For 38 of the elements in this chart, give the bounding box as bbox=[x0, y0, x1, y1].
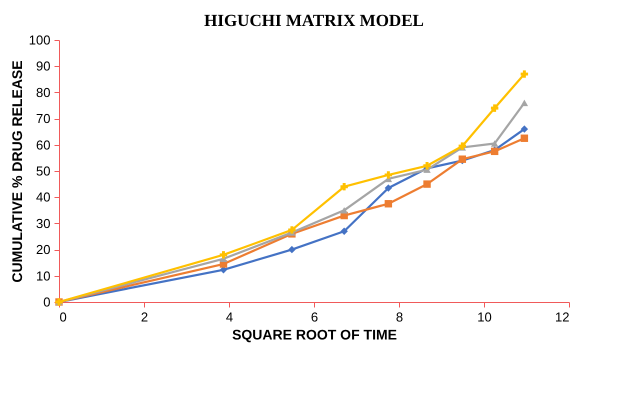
point bbox=[340, 207, 348, 214]
point bbox=[520, 100, 528, 106]
point bbox=[288, 246, 296, 254]
point bbox=[520, 134, 528, 142]
y-tick-label: 70 bbox=[36, 111, 50, 126]
x-tick-label: 2 bbox=[140, 310, 148, 324]
point bbox=[340, 228, 348, 235]
y-tick-label: 10 bbox=[36, 268, 50, 284]
point bbox=[520, 125, 528, 133]
y-tick-label: 40 bbox=[36, 190, 50, 205]
x-tick-label: 6 bbox=[310, 310, 318, 324]
y-tick-label: 100 bbox=[28, 32, 50, 48]
point bbox=[384, 184, 392, 192]
point bbox=[423, 180, 431, 188]
x-tick-label: 4 bbox=[226, 310, 234, 324]
point bbox=[384, 200, 392, 208]
point bbox=[490, 104, 498, 112]
y-tick-label: 50 bbox=[36, 164, 50, 178]
point bbox=[384, 171, 392, 179]
y-tick-label: 20 bbox=[36, 242, 50, 258]
y-tick-label: 60 bbox=[36, 137, 50, 152]
x-tick-label: 8 bbox=[396, 310, 404, 324]
x-tick-label: 0 bbox=[60, 310, 67, 324]
y-axis-title: CUMULATIVE % DRUG RELEASE bbox=[8, 60, 25, 283]
x-tick-label: 10 bbox=[477, 310, 492, 324]
y-tick-label: 0 bbox=[43, 294, 50, 310]
y-tick-label: 30 bbox=[36, 216, 50, 231]
x-axis-title: SQUARE ROOT OF TIME bbox=[232, 326, 397, 342]
point bbox=[220, 251, 228, 259]
point bbox=[423, 162, 431, 170]
y-tick-label: 90 bbox=[36, 58, 50, 74]
point bbox=[340, 183, 348, 190]
y-tick-label: 80 bbox=[36, 84, 50, 100]
point bbox=[490, 140, 498, 147]
point bbox=[520, 70, 528, 78]
x-tick-label: 12 bbox=[555, 310, 570, 324]
point bbox=[288, 226, 296, 234]
chart-title: HIGUCHI MATRIX MODEL bbox=[204, 11, 424, 30]
